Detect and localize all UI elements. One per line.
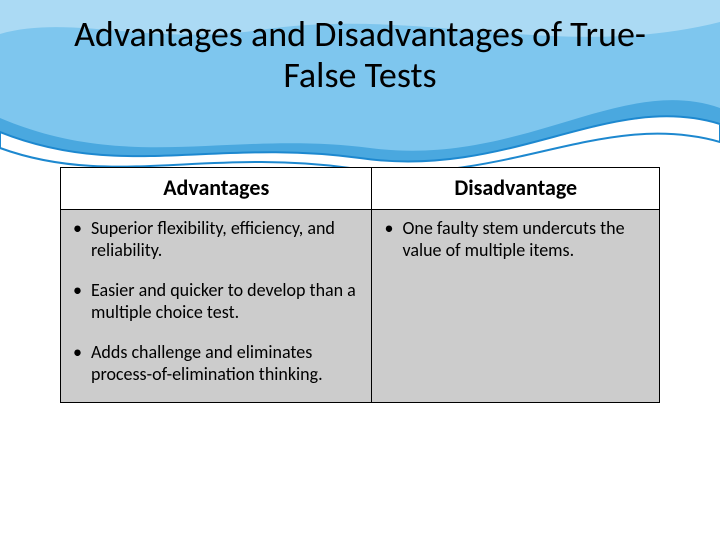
- list-item: Easier and quicker to develop than a mul…: [71, 280, 361, 324]
- cell-disadvantages: One faulty stem undercuts the value of m…: [372, 209, 660, 402]
- list-item: Adds challenge and eliminates process-of…: [71, 342, 361, 386]
- slide-title: Advantages and Disadvantages of True-Fal…: [0, 0, 720, 97]
- list-item: Superior flexibility, efficiency, and re…: [71, 218, 361, 262]
- table-header-row: Advantages Disadvantage: [61, 167, 660, 209]
- header-advantages: Advantages: [61, 167, 372, 209]
- disadvantages-list: One faulty stem undercuts the value of m…: [382, 218, 649, 262]
- comparison-table: Advantages Disadvantage Superior flexibi…: [60, 167, 660, 403]
- header-disadvantage: Disadvantage: [372, 167, 660, 209]
- list-item: One faulty stem undercuts the value of m…: [382, 218, 649, 262]
- advantages-list: Superior flexibility, efficiency, and re…: [71, 218, 361, 386]
- comparison-table-container: Advantages Disadvantage Superior flexibi…: [60, 167, 660, 403]
- cell-advantages: Superior flexibility, efficiency, and re…: [61, 209, 372, 402]
- table-body-row: Superior flexibility, efficiency, and re…: [61, 209, 660, 402]
